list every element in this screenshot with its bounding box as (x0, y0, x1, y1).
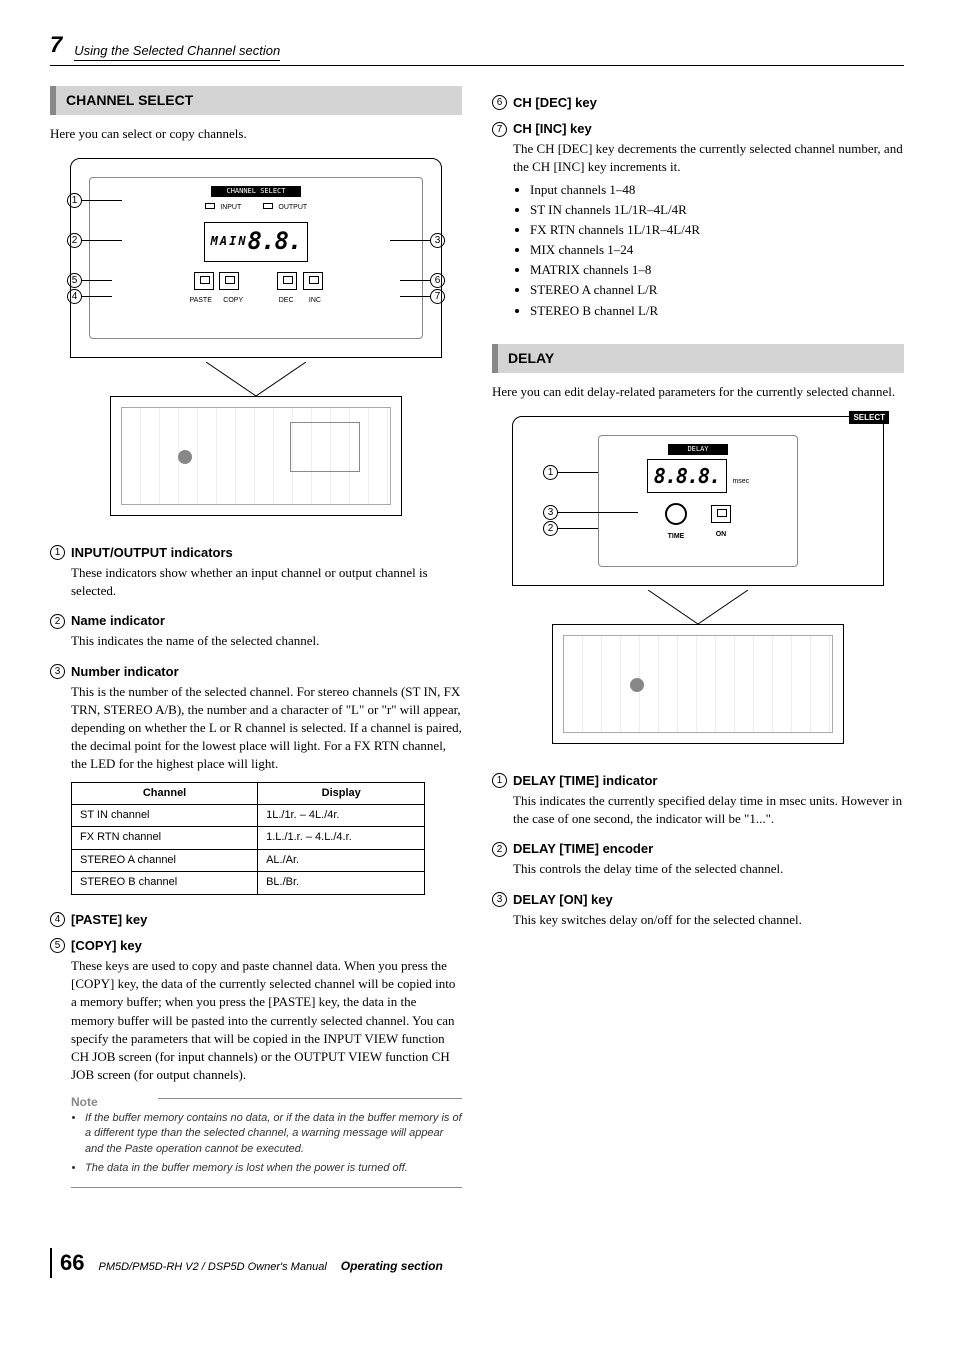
two-column-layout: CHANNEL SELECT Here you can select or co… (50, 86, 904, 1188)
item-description: The CH [DEC] key decrements the currentl… (513, 140, 904, 176)
time-encoder-icon (665, 503, 687, 525)
section-header-delay: DELAY (492, 344, 904, 374)
panel-knob-icon (630, 678, 644, 692)
output-led-icon (263, 203, 273, 209)
item-description: These indicators show whether an input c… (71, 564, 462, 600)
input-led-icon (205, 203, 215, 209)
callout-4: 4 (67, 289, 82, 304)
item-number: 2 (492, 842, 507, 857)
item-title: CH [INC] key (513, 120, 592, 138)
callout-d2: 2 (543, 521, 558, 536)
page-footer: 66 PM5D/PM5D-RH V2 / DSP5D Owner's Manua… (50, 1248, 904, 1279)
item-description: This is the number of the selected chann… (71, 683, 462, 774)
left-column: CHANNEL SELECT Here you can select or co… (50, 86, 462, 1188)
callout-d1: 1 (543, 465, 558, 480)
chapter-title: Using the Selected Channel section (74, 42, 280, 61)
note-item: The data in the buffer memory is lost wh… (85, 1161, 462, 1176)
item-number: 7 (492, 122, 507, 137)
item-description: This controls the delay time of the sele… (513, 860, 904, 878)
panel-knob-icon (178, 450, 192, 464)
list-item: STEREO A channel L/R (530, 281, 904, 299)
item-number: 6 (492, 95, 507, 110)
list-item: ST IN channels 1L/1R–4L/4R (530, 201, 904, 219)
connector-triangle (196, 362, 316, 396)
note-item: If the buffer memory contains no data, o… (85, 1111, 462, 1157)
display-table: Channel Display ST IN channel1L./1r. – 4… (71, 782, 425, 895)
callout-1: 1 (67, 193, 82, 208)
name-lcd: MAIN 8.8. (204, 222, 309, 262)
note-label: Note (71, 1094, 98, 1111)
table-head-display: Display (258, 782, 425, 804)
footer-section-title: Operating section (341, 1258, 443, 1275)
item-title: DELAY [TIME] encoder (513, 840, 653, 858)
page-number: 66 (60, 1248, 84, 1279)
select-badge: SELECT (849, 411, 889, 424)
item-number: 1 (50, 545, 65, 560)
list-item: STEREO B channel L/R (530, 302, 904, 320)
panel-locator-diagram (552, 624, 844, 744)
item-number: 4 (50, 912, 65, 927)
item-title: [COPY] key (71, 937, 142, 955)
delay-label: DELAY (668, 444, 728, 456)
panel-locator-diagram (110, 396, 402, 516)
on-key-icon (711, 505, 731, 523)
item-title: DELAY [ON] key (513, 891, 613, 909)
output-label: OUTPUT (278, 204, 307, 211)
item-number: 2 (50, 614, 65, 629)
page-header: 7 Using the Selected Channel section (50, 30, 904, 66)
callout-3: 3 (430, 233, 445, 248)
table-row: ST IN channel1L./1r. – 4L./4r. (72, 805, 425, 827)
table-row: STEREO B channelBL./Br. (72, 872, 425, 894)
table-row: FX RTN channel1.L./1.r. – 4.L./4.r. (72, 827, 425, 849)
channel-select-diagram: CHANNEL SELECT INPUT OUTPUT MAIN 8.8. (70, 158, 442, 358)
list-item: MIX channels 1–24 (530, 241, 904, 259)
callout-2: 2 (67, 233, 82, 248)
table-row: STEREO A channelAL./Ar. (72, 849, 425, 871)
table-head-channel: Channel (72, 782, 258, 804)
delay-diagram: SELECT DELAY 8.8.8. msec TIME O (512, 416, 884, 586)
right-column: 6 CH [DEC] key 7 CH [INC] key The CH [DEC] k… (492, 86, 904, 1188)
item-number: 3 (50, 664, 65, 679)
item-description: This indicates the currently specified d… (513, 792, 904, 828)
callout-6: 6 (430, 273, 445, 288)
copy-key-icon (219, 272, 239, 290)
note-list: If the buffer memory contains no data, o… (71, 1111, 462, 1188)
delay-lcd: 8.8.8. (647, 459, 727, 493)
paste-key-icon (194, 272, 214, 290)
section-header-channel-select: CHANNEL SELECT (50, 86, 462, 116)
item-title: DELAY [TIME] indicator (513, 772, 657, 790)
item-description: These keys are used to copy and paste ch… (71, 957, 462, 1084)
panel-lcd-area (290, 422, 360, 472)
callout-7: 7 (430, 289, 445, 304)
item-title: [PASTE] key (71, 911, 147, 929)
item-number: 5 (50, 938, 65, 953)
channel-list: Input channels 1–48 ST IN channels 1L/1R–… (530, 181, 904, 320)
list-item: FX RTN channels 1L/1R–4L/4R (530, 221, 904, 239)
item-title: CH [DEC] key (513, 94, 597, 112)
item-number: 1 (492, 773, 507, 788)
connector-triangle (638, 590, 758, 624)
footer-manual-title: PM5D/PM5D-RH V2 / DSP5D Owner's Manual (98, 1260, 326, 1275)
dec-key-icon (277, 272, 297, 290)
callout-5: 5 (67, 273, 82, 288)
diagram-label: CHANNEL SELECT (211, 186, 301, 198)
item-description: This indicates the name of the selected … (71, 632, 462, 650)
number-lcd: 8.8. (248, 225, 302, 259)
intro-text-delay: Here you can edit delay-related paramete… (492, 383, 904, 401)
item-title: Number indicator (71, 663, 179, 681)
input-label: INPUT (220, 204, 241, 211)
list-item: Input channels 1–48 (530, 181, 904, 199)
chapter-number: 7 (50, 30, 62, 61)
item-description: This key switches delay on/off for the s… (513, 911, 904, 929)
item-title: INPUT/OUTPUT indicators (71, 544, 233, 562)
item-number: 3 (492, 892, 507, 907)
list-item: MATRIX channels 1–8 (530, 261, 904, 279)
callout-d3: 3 (543, 505, 558, 520)
inc-key-icon (303, 272, 323, 290)
item-title: Name indicator (71, 612, 165, 630)
intro-text: Here you can select or copy channels. (50, 125, 462, 143)
